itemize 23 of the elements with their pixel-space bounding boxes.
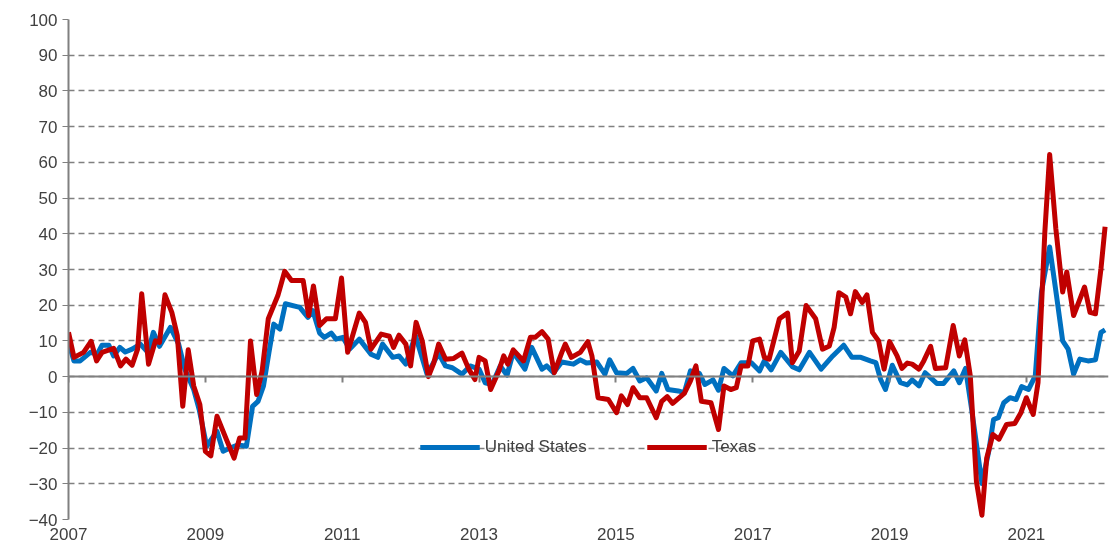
- x-tick-label: 2019: [870, 524, 909, 544]
- x-tick-label: 2021: [1007, 524, 1046, 544]
- y-tick-label: 50: [38, 189, 58, 209]
- y-tick-label: 40: [38, 224, 58, 244]
- y-tick-label: 100: [29, 10, 58, 30]
- x-tick-label: 2011: [323, 524, 361, 544]
- y-tick-label: 80: [38, 81, 58, 101]
- legend-label: Texas: [711, 437, 757, 457]
- x-tick-label: 2015: [596, 524, 635, 544]
- y-tick-label: 70: [38, 117, 58, 137]
- x-tick-label: 2009: [186, 524, 225, 544]
- y-tick-label: 60: [38, 153, 58, 173]
- legend-label: United States: [484, 437, 587, 457]
- y-tick-label: 30: [38, 260, 58, 280]
- y-tick-label: −30: [28, 474, 58, 494]
- y-tick-label: −20: [28, 439, 58, 459]
- x-tick-label: 2017: [733, 524, 772, 544]
- x-tick-label: 2013: [460, 524, 498, 544]
- y-tick-label: 90: [38, 46, 58, 66]
- y-tick-label: 20: [38, 296, 58, 316]
- y-tick-label: 0: [48, 367, 58, 387]
- y-tick-label: −10: [28, 403, 58, 423]
- y-tick-label: 10: [38, 331, 58, 351]
